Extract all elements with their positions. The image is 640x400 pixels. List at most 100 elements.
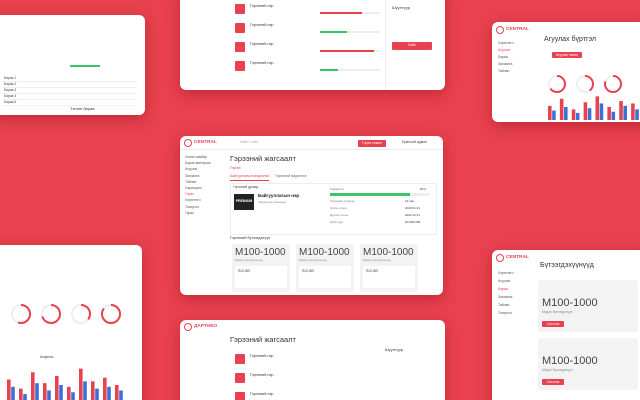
menu-item: Агуулах xyxy=(185,167,198,172)
menu-item: Хэрэглэгч xyxy=(185,198,201,203)
bar-red xyxy=(43,383,47,400)
row-line xyxy=(2,99,137,100)
page-title: Гэрээний жагсаалт xyxy=(230,335,296,344)
green-line xyxy=(70,65,100,67)
add-button: Гэрээ нэмэх xyxy=(358,140,386,147)
bar-red xyxy=(91,381,95,400)
product-price: ₮12,000 xyxy=(366,269,379,273)
logo-text: CENTRAL xyxy=(194,139,217,145)
menu-item: Гарах xyxy=(185,210,194,215)
menu-item: Захиалга xyxy=(498,62,513,66)
bar-blue xyxy=(575,112,580,120)
tile-name: M100-1000 xyxy=(542,297,598,309)
menu-item: Тайлан xyxy=(498,69,510,73)
month-label: Апрель xyxy=(40,354,54,359)
bar-red xyxy=(559,98,564,120)
report-screen: Бараа 1 Бараа 2 Бараа 3 Бараа 4 Бараа 5 Тэгээ… xyxy=(0,15,145,115)
company-name: Байгууллагын нэр xyxy=(258,193,300,198)
caption: Тэгээн бараа xyxy=(70,106,95,111)
logo-icon xyxy=(496,254,504,262)
bar-blue xyxy=(599,103,604,120)
tile-button: Сагслах xyxy=(542,379,565,386)
tile-name: M100-1000 xyxy=(542,355,598,367)
logo-text: CENTRAL xyxy=(506,254,529,260)
menu-item: Агуулах xyxy=(498,279,511,283)
product-price: ₮12,000 xyxy=(238,269,251,273)
thumb xyxy=(235,392,245,400)
bar-red xyxy=(31,372,35,400)
gauge-arc xyxy=(101,304,121,324)
bar-blue xyxy=(83,381,87,400)
menu-item: Захиалга xyxy=(498,295,513,299)
contract-list-screen-2: ДАРТИКО Гэрээний жагсаалт Шүүлтүүр Гэрээний… xyxy=(180,320,445,400)
thumb xyxy=(235,373,245,383)
bar-red xyxy=(79,368,83,400)
section-title: Гэрээний бүтээгдэхүүн xyxy=(230,236,271,240)
user-name: Ерөнхий админ xyxy=(402,140,428,144)
bar-blue xyxy=(47,390,51,400)
item-track xyxy=(320,69,380,71)
menu-item: Харилцагч xyxy=(185,186,202,190)
add-button: Агуулах нэмэх xyxy=(552,52,583,59)
product-name: M100-1000 xyxy=(235,247,286,258)
progress-label: Гүйцэтгэл xyxy=(330,187,344,191)
menu-item: Агуулах xyxy=(498,48,511,52)
menu-item: Тохиргоо xyxy=(185,204,200,209)
row-name: Бараа 1 xyxy=(4,76,17,80)
gauge-arc xyxy=(604,75,622,93)
bar-red xyxy=(631,103,635,120)
thumb xyxy=(235,354,245,364)
menu-item: Гэрээ xyxy=(185,192,194,197)
bar-blue xyxy=(95,388,99,400)
item-progress xyxy=(320,50,374,52)
page-title: Агуулах бүртгэл xyxy=(544,36,597,43)
tile-button: Сагслах xyxy=(542,321,565,328)
stat-value: 12 сар xyxy=(405,199,415,203)
tab: Гэрээний мэдээлэл xyxy=(275,174,307,178)
menu-item: Хэрэглэгч xyxy=(498,271,514,275)
logo-text: CENTRAL xyxy=(506,26,529,32)
tab: Байгууллагын мэдээлэл xyxy=(230,174,270,181)
stat-label: Дуусах огноо xyxy=(330,213,349,217)
bar-red xyxy=(55,375,59,400)
row-name: Бараа 4 xyxy=(4,94,17,98)
item-name: Гэрээний нэр xyxy=(250,4,274,8)
logo-icon xyxy=(184,323,192,331)
bar-blue xyxy=(107,386,111,400)
products-screen: CENTRAL Хэрэглэгч Агуулах Бараа Захиалга Тайл… xyxy=(492,250,640,400)
stats-screen: Апрель xyxy=(0,245,142,400)
chart xyxy=(548,96,639,120)
menu-item: Бараа xyxy=(498,287,508,291)
product-box xyxy=(363,266,415,288)
search: Хайлт хийх xyxy=(240,140,259,144)
bar-blue xyxy=(564,107,568,120)
row-line xyxy=(2,81,137,82)
bar-blue xyxy=(623,105,627,120)
item-track xyxy=(320,31,380,33)
item-name: Гэрээний нэр xyxy=(250,392,274,396)
thumb xyxy=(235,23,245,33)
row-line xyxy=(2,87,137,88)
stat-value: ₮2,500,000 xyxy=(405,220,421,224)
row-name: Бараа 3 xyxy=(4,88,17,92)
page-title: Бүтээгдэхүүнүүд xyxy=(540,262,594,269)
thumb xyxy=(235,4,245,14)
item-progress xyxy=(320,31,347,33)
bar-red xyxy=(571,109,576,120)
stat-label: Гэрээний хугацаа xyxy=(330,199,355,203)
bar-red xyxy=(103,377,107,400)
item-progress xyxy=(320,69,338,71)
product-sub: Мэдээ бүтээгдэхүүн xyxy=(235,258,263,262)
logo-text: ДАРТИКО xyxy=(194,323,218,329)
row-line xyxy=(2,93,137,94)
company-panel xyxy=(230,183,437,235)
gauge-arc xyxy=(576,75,594,93)
bar-red xyxy=(7,379,11,400)
bar-blue xyxy=(35,383,39,400)
company-sub: Хариуцсан менежер xyxy=(258,200,287,204)
bar-blue xyxy=(635,109,639,120)
bar-red xyxy=(619,101,623,120)
menu-item: Хянах самбар xyxy=(185,155,208,159)
